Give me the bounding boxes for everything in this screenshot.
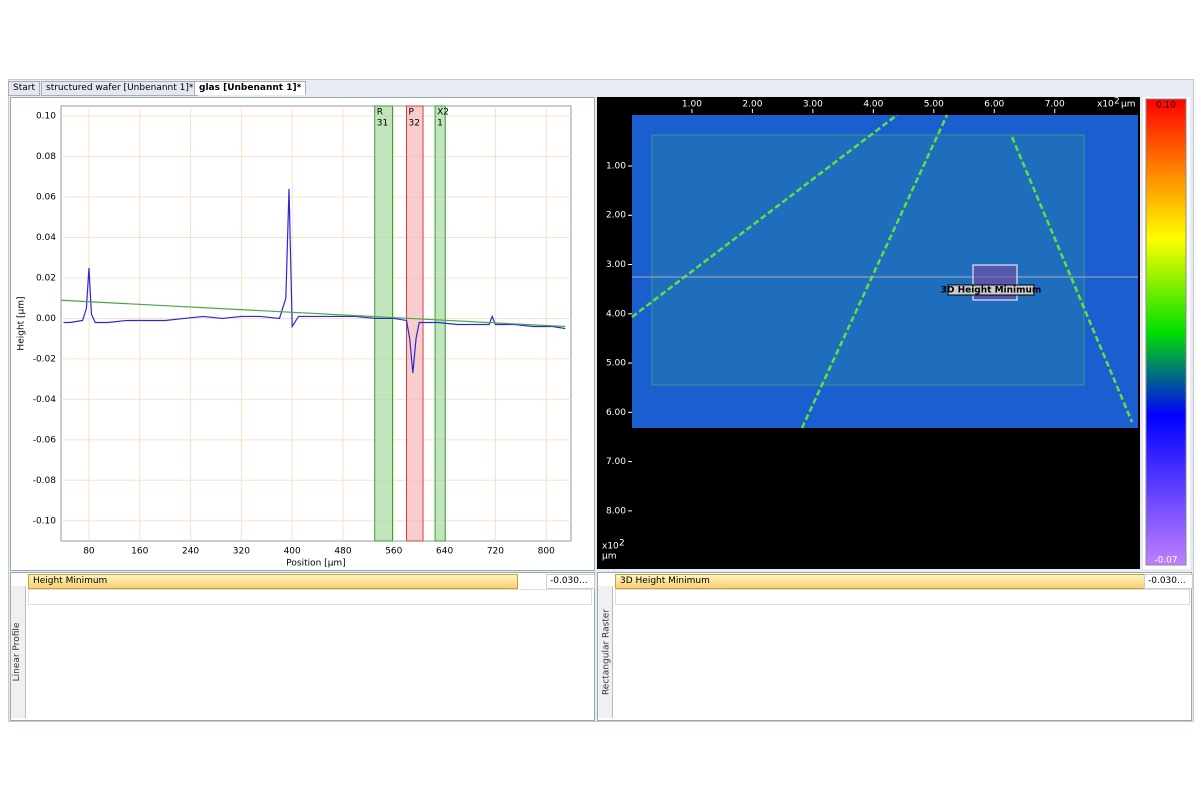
x-tick-label: 2.00 (742, 100, 762, 110)
colorbar-min-label: -0.07 (1154, 556, 1177, 566)
x-tick-label: 320 (233, 547, 250, 557)
unit-exponent: 2 (619, 539, 625, 549)
unit-label: µm (602, 552, 617, 562)
y-tick-label: 5.00 (606, 359, 626, 369)
cursor-number: 32 (409, 119, 420, 129)
x-tick-label: 6.00 (984, 100, 1004, 110)
x-tick-label: 720 (487, 547, 504, 557)
result-header[interactable]: 3D Height Minimum (615, 574, 1146, 589)
y-tick-label: -0.08 (33, 476, 57, 486)
x-tick-label: 800 (538, 547, 555, 557)
tab-active[interactable]: glas [Unbenannt 1]* (194, 81, 307, 95)
y-tick-label: -0.06 (33, 435, 57, 445)
x-tick-label: 1.00 (682, 100, 702, 110)
result-value: -0.030... (546, 574, 595, 589)
x-axis-label: Position [µm] (286, 559, 345, 569)
cursor-number: 1 (437, 119, 443, 129)
y-tick-label: 0.00 (36, 314, 56, 324)
result-row (615, 589, 1190, 605)
x-tick-label: 160 (131, 547, 148, 557)
y-tick-label: 0.08 (36, 152, 56, 162)
colorbar-panel: 0.10 -0.07 (1143, 97, 1190, 569)
y-tick-label: 1.00 (606, 161, 626, 171)
unit-exponent: 2 (1114, 97, 1120, 107)
scratch (800, 114, 949, 429)
cursor-number: 31 (377, 119, 388, 129)
series-line (60, 299, 566, 328)
scratch (631, 114, 898, 318)
cursor-band (374, 105, 394, 542)
x-tick-label: 640 (436, 547, 453, 557)
y-tick-label: 4.00 (606, 309, 626, 319)
x-tick-label: 400 (284, 547, 301, 557)
cursor-band (406, 105, 424, 542)
x-tick-label: 480 (334, 547, 351, 557)
side-label: Rectangular Raster (601, 608, 612, 696)
result-value: -0.030... (1144, 574, 1193, 589)
y-tick-label: 2.00 (606, 211, 626, 221)
series-line (63, 188, 566, 374)
map-image (632, 115, 1138, 428)
colorbar: 0.10 -0.07 (1145, 98, 1187, 566)
top-axis (597, 97, 1140, 113)
x-tick-label: 80 (83, 547, 95, 557)
cursor-label: R (377, 108, 383, 118)
profile-chart: 80 160 240 320 400 480 560 640 720 800 0.10 0.08 0.0… (17, 105, 572, 569)
map-chart: 3D Height Minimum 1.00 2.00 3.00 4.00 5.00 6.0… (597, 97, 1140, 562)
x-tick-label: 4.00 (863, 100, 883, 110)
roi-rect (651, 134, 1085, 386)
tab[interactable]: structured wafer [Unbenannt 1]* (41, 81, 199, 96)
annotation-bg (947, 284, 1035, 296)
x-tick-label: 5.00 (924, 100, 944, 110)
side-label: Linear Profile (11, 622, 22, 682)
colorbar-gradient (1145, 98, 1187, 566)
unit-label: µm (1121, 100, 1136, 110)
result-header[interactable]: Height Minimum (28, 574, 518, 589)
x-tick-label: 3.00 (803, 100, 823, 110)
x-tick-label: 560 (385, 547, 402, 557)
side-tab[interactable]: Linear Profile (11, 586, 26, 718)
result-panel (10, 572, 595, 721)
x-tick-label: 7.00 (1045, 100, 1065, 110)
x-tick-label: 240 (182, 547, 199, 557)
annotation: 3D Height Minimum (941, 286, 1042, 296)
unit-base: x10 (1097, 100, 1114, 110)
colorbar-max-label: 0.10 (1156, 101, 1176, 111)
result-panel (597, 572, 1192, 721)
y-tick-label: 0.04 (36, 233, 56, 243)
cursor-label: P (409, 108, 415, 118)
y-tick-label: -0.04 (33, 395, 57, 405)
y-tick-label: -0.02 (33, 354, 56, 364)
side-tab[interactable]: Rectangular Raster (598, 586, 613, 718)
y-tick-label: 6.00 (606, 408, 626, 418)
y-tick-label: 0.02 (36, 273, 56, 283)
y-axis-label: Height [µm] (17, 296, 27, 350)
y-tick-label: 3.00 (606, 260, 626, 270)
y-tick-label: 0.10 (36, 112, 56, 122)
unit-base: x10 (602, 542, 619, 552)
cursor-label: X2 (437, 108, 449, 118)
map-panel: 3D Height Minimum 1.00 2.00 3.00 4.00 5.00 6.0… (597, 97, 1140, 569)
profile-panel: 80 160 240 320 400 480 560 640 720 800 0.10 0.08 0.0… (10, 97, 595, 571)
y-tick-label: 8.00 (606, 506, 626, 516)
result-row (28, 589, 592, 605)
tab[interactable]: Start (8, 81, 40, 96)
plot-area (60, 105, 572, 542)
y-tick-label: 7.00 (606, 457, 626, 467)
y-tick-label: 0.06 (36, 193, 56, 203)
scratch (1010, 136, 1134, 423)
y-tick-label: -0.10 (33, 516, 57, 526)
